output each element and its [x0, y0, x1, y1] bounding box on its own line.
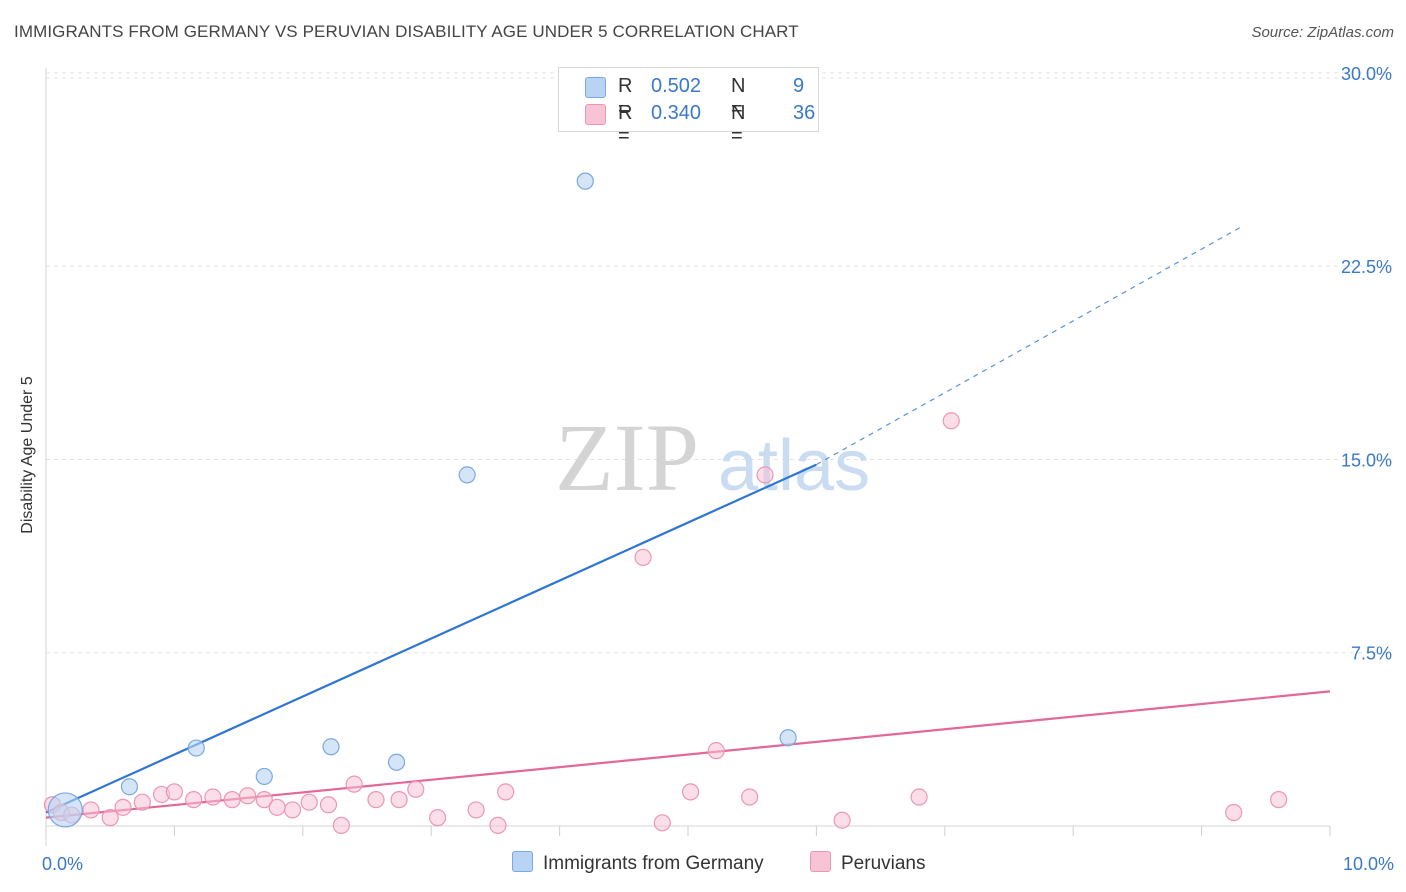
peruvians-point: [319, 796, 338, 814]
legend-item-peruvians[interactable]: Peruvians: [810, 851, 926, 875]
data-points: [43, 172, 1288, 834]
peruvians-point: [345, 775, 363, 793]
peruvians-point: [255, 791, 273, 809]
peruvians-point: [223, 791, 241, 809]
peruvians-point: [741, 788, 759, 806]
peruvians-point: [489, 816, 507, 834]
germany-trend-line: [45, 463, 817, 814]
peruvians-point: [429, 809, 447, 827]
y-axis-title: Disability Age Under 5: [19, 376, 36, 534]
peruvians-point: [942, 412, 960, 430]
germany-point: [322, 738, 340, 756]
y-tick-label: 15.0%: [1341, 450, 1392, 470]
tick-labels: 7.5% 15.0% 22.5% 30.0% 0.0% 10.0%: [42, 64, 1394, 874]
peruvians-point: [204, 788, 222, 806]
peruvians-point: [653, 814, 671, 832]
peruvians-point: [185, 791, 203, 809]
peruvians-point: [101, 809, 119, 827]
germany-point: [120, 778, 139, 796]
peruvians-point: [1225, 803, 1243, 822]
peruvians-point: [467, 801, 485, 819]
n-label: N =: [731, 75, 746, 120]
peruvians-point: [82, 801, 100, 819]
peruvians-point: [367, 791, 385, 809]
germany-point: [458, 466, 476, 484]
germany-point: [47, 792, 83, 828]
peruvians-point: [332, 816, 350, 834]
legend-swatch-germany: [512, 851, 533, 872]
peruvians-point: [1270, 791, 1288, 809]
peruvians-point: [238, 787, 257, 805]
watermark-zip: ZIP: [555, 404, 699, 511]
germany-trend-extension: [816, 226, 1241, 466]
r-label: R =: [618, 102, 633, 147]
watermark-atlas: atlas: [718, 426, 870, 506]
peruvians-point: [681, 783, 700, 801]
x-tick-label: 10.0%: [1343, 854, 1394, 874]
peruvians-point: [634, 548, 652, 566]
germany-point: [187, 739, 205, 757]
chart-title: IMMIGRANTS FROM GERMANY VS PERUVIAN DISA…: [14, 22, 799, 41]
peruvians-point: [165, 783, 183, 801]
peruvians-point: [283, 801, 302, 819]
watermark: ZIP atlas: [555, 404, 870, 511]
x-tick-label: 0.0%: [42, 854, 83, 874]
r-value: 0.502: [651, 75, 702, 97]
axes: [45, 68, 1331, 846]
peruvians-point: [756, 466, 774, 484]
trend-lines: [45, 226, 1331, 819]
legend-swatch-peruvians: [585, 104, 606, 125]
germany-point: [576, 172, 594, 190]
peruvians-point: [114, 798, 132, 816]
n-label: N =: [731, 102, 746, 147]
y-tick-label: 7.5%: [1351, 644, 1392, 664]
legend-swatch-peruvians: [810, 851, 831, 872]
r-value: 0.340: [651, 102, 702, 124]
peruvians-point: [268, 798, 286, 816]
source-label: Source: ZipAtlas.com: [1251, 24, 1394, 41]
legend-label-germany: Immigrants from Germany: [543, 853, 764, 874]
n-value: 9: [793, 75, 805, 97]
peruvians-point: [300, 793, 318, 811]
peruvians-point: [497, 783, 515, 801]
r-label: R =: [618, 75, 633, 120]
germany-point: [387, 753, 406, 771]
legend-swatch-germany: [585, 77, 606, 98]
peruvians-point: [707, 742, 725, 760]
y-tick-label: 30.0%: [1341, 64, 1392, 84]
peruvians-point: [133, 793, 151, 811]
correlation-legend: R = 0.502 N = 9 R = 0.340 N = 36: [558, 67, 819, 147]
y-tick-label: 22.5%: [1341, 257, 1392, 277]
peruvians-point: [833, 811, 851, 829]
peruvians-point: [910, 788, 928, 806]
germany-point: [255, 767, 273, 786]
legend-item-germany[interactable]: Immigrants from Germany: [512, 851, 764, 875]
peruvians-point: [390, 791, 408, 809]
n-value: 36: [793, 102, 816, 124]
germany-point: [779, 729, 797, 747]
legend-label-peruvians: Peruvians: [841, 853, 926, 874]
gridlines: [46, 72, 1390, 654]
peruvians-point: [407, 780, 425, 798]
